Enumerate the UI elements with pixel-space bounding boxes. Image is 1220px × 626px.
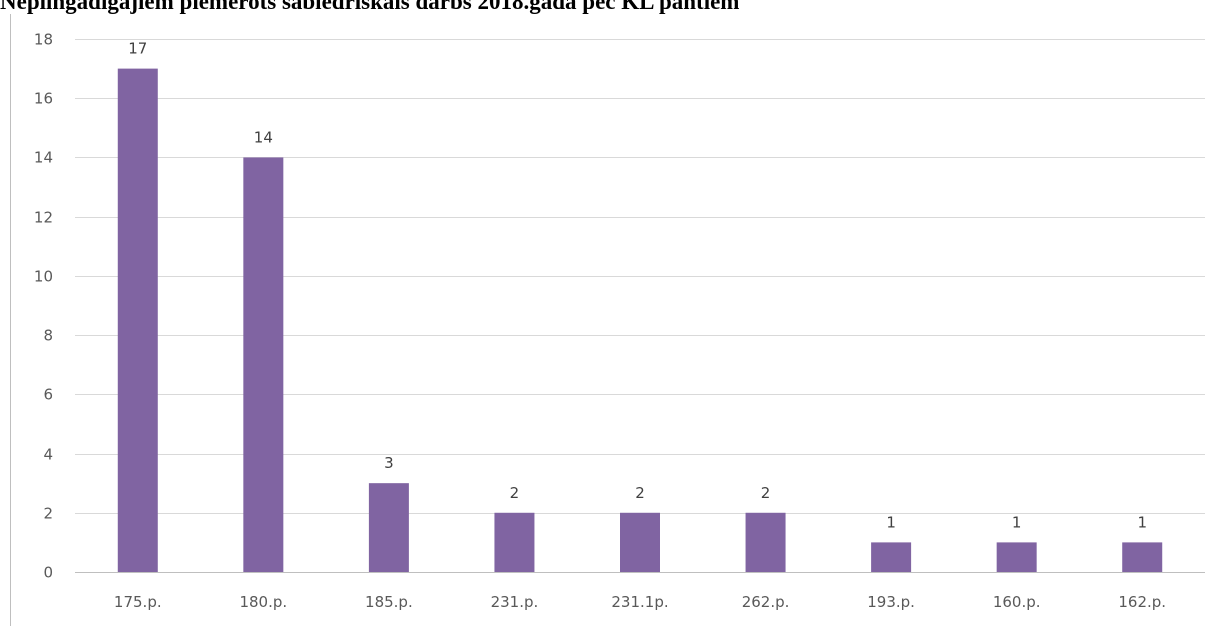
- data-label: 14: [254, 128, 273, 146]
- y-axis-tick-labels: 0 2 4 6 8 10 12 14 16 18: [34, 31, 53, 582]
- x-category-label: 180.p.: [239, 593, 287, 611]
- x-category-label: 162.p.: [1118, 593, 1166, 611]
- data-label: 3: [384, 454, 394, 472]
- bar: [368, 483, 409, 572]
- bar: [1122, 542, 1163, 572]
- x-category-label: 262.p.: [742, 593, 790, 611]
- data-label: 17: [128, 40, 147, 58]
- x-category-label: 160.p.: [993, 593, 1041, 611]
- bar: [996, 542, 1037, 572]
- data-label: 2: [635, 484, 645, 502]
- y-tick-label: 12: [34, 209, 53, 227]
- data-label: 1: [886, 513, 896, 531]
- y-tick-label: 16: [34, 90, 53, 108]
- y-tick-label: 4: [43, 446, 53, 464]
- data-label: 2: [761, 484, 771, 502]
- bar: [871, 542, 912, 572]
- bars: [117, 68, 1163, 572]
- x-category-label: 193.p.: [867, 593, 915, 611]
- x-category-label: 231.p.: [491, 593, 539, 611]
- y-tick-label: 6: [43, 386, 53, 404]
- x-category-label: 185.p.: [365, 593, 413, 611]
- bar: [117, 68, 158, 572]
- chart-frame-left-edge: [10, 14, 11, 626]
- y-tick-label: 2: [43, 505, 53, 523]
- x-axis-category-labels: 175.p. 180.p. 185.p. 231.p. 231.1p. 262.p. 193…: [114, 593, 1166, 611]
- data-label: 1: [1137, 513, 1147, 531]
- bar: [620, 512, 660, 572]
- bar: [243, 157, 284, 572]
- data-labels: 17 14 3 2 2 2 1 1 1: [128, 40, 1147, 532]
- bar: [745, 512, 786, 572]
- y-tick-label: 0: [43, 564, 53, 582]
- data-label: 1: [1012, 513, 1022, 531]
- y-tick-label: 18: [34, 31, 53, 49]
- y-tick-label: 10: [34, 268, 53, 286]
- bar: [494, 512, 535, 572]
- y-tick-label: 8: [43, 327, 53, 345]
- y-tick-label: 14: [34, 149, 53, 167]
- x-category-label: 231.1p.: [611, 593, 668, 611]
- x-category-label: 175.p.: [114, 593, 162, 611]
- data-label: 2: [510, 484, 520, 502]
- chart-title: Nepilngadīgajiem piemērots sabiedriskais…: [0, 0, 740, 14]
